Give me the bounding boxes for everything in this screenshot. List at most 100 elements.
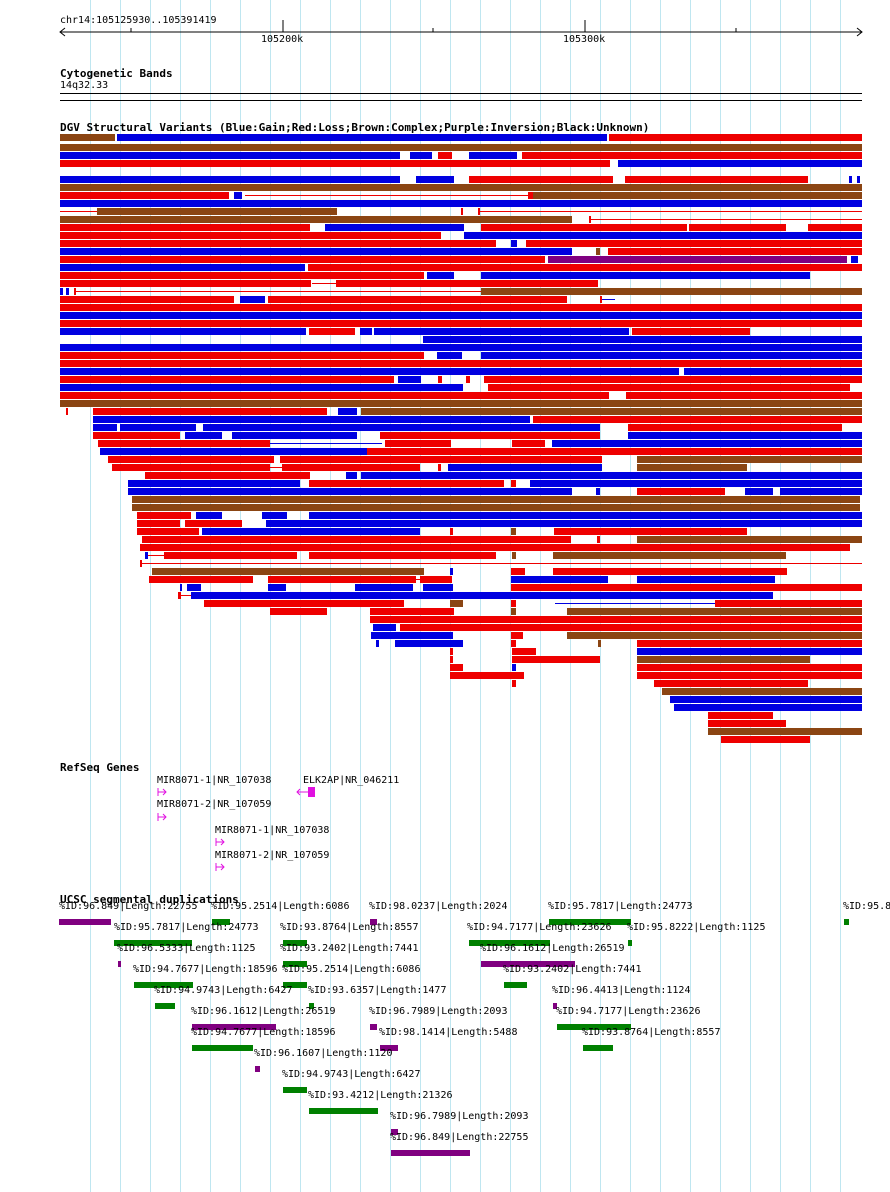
structural-variant-bar[interactable] [628,432,862,439]
structural-variant-bar[interactable] [262,512,287,519]
segdup-label[interactable]: %ID:96.1612|Length:26519 [191,1006,336,1017]
gene-label[interactable]: MIR8071-2|NR_107059 [157,799,272,810]
structural-variant-bar[interactable] [481,272,810,279]
structural-variant-bar[interactable] [511,528,516,535]
structural-variant-bar[interactable] [512,680,516,687]
structural-variant-bar[interactable] [196,512,222,519]
structural-variant-bar[interactable] [112,464,270,471]
structural-variant-bar[interactable] [376,640,379,647]
structural-variant-bar[interactable] [66,288,69,295]
segdup-feature-bar[interactable] [192,1045,253,1051]
structural-variant-bar[interactable] [140,544,850,551]
structural-variant-bar[interactable] [420,576,452,583]
structural-variant-bar[interactable] [360,328,372,335]
segdup-label[interactable]: %ID:95.2514|Length:6086 [282,964,421,975]
structural-variant-bar[interactable] [370,616,862,623]
segdup-label[interactable]: %ID:96.849|Length:22755 [390,1132,529,1143]
structural-variant-bar[interactable] [423,336,862,343]
structural-variant-bar[interactable] [567,632,862,639]
structural-variant-bar[interactable] [367,448,862,455]
structural-variant-bar[interactable] [662,688,862,695]
structural-variant-bar[interactable] [309,552,496,559]
structural-variant-bar[interactable] [120,424,196,431]
structural-variant-bar[interactable] [597,536,600,543]
segdup-label[interactable]: %ID:93.6357|Length:1477 [308,985,447,996]
variant-connector-line[interactable] [178,595,191,596]
variant-connector-line[interactable] [591,219,862,220]
structural-variant-bar[interactable] [152,568,424,575]
structural-variant-bar[interactable] [180,584,182,591]
structural-variant-bar[interactable] [526,240,862,247]
structural-variant-bar[interactable] [60,264,305,271]
structural-variant-bar[interactable] [60,296,234,303]
structural-variant-bar[interactable] [282,464,420,471]
segdup-label[interactable]: %ID:93.2402|Length:7441 [503,964,642,975]
variant-connector-line[interactable] [602,299,615,300]
structural-variant-bar[interactable] [140,560,142,567]
structural-variant-bar[interactable] [684,368,862,375]
structural-variant-bar[interactable] [202,528,420,535]
structural-variant-bar[interactable] [132,504,860,511]
structural-variant-bar[interactable] [416,176,454,183]
structural-variant-bar[interactable] [203,424,600,431]
structural-variant-bar[interactable] [60,144,862,151]
segdup-feature-bar[interactable] [844,919,849,925]
segdup-feature-bar[interactable] [192,1024,276,1030]
structural-variant-bar[interactable] [149,576,253,583]
structural-variant-bar[interactable] [689,224,786,231]
segdup-label[interactable]: %ID:95.7817|Length:24773 [114,922,259,933]
structural-variant-bar[interactable] [780,488,862,495]
segdup-feature-bar[interactable] [583,1045,613,1051]
structural-variant-bar[interactable] [708,712,773,719]
segdup-feature-bar[interactable] [283,940,307,946]
structural-variant-bar[interactable] [164,552,297,559]
structural-variant-bar[interactable] [60,216,572,223]
segdup-label[interactable]: %ID:95.7817|Length:24773 [548,901,693,912]
segdup-feature-bar[interactable] [370,919,377,925]
structural-variant-bar[interactable] [204,600,404,607]
structural-variant-bar[interactable] [60,400,862,407]
structural-variant-bar[interactable] [374,328,629,335]
variant-connector-line[interactable] [76,291,481,292]
variant-connector-line[interactable] [480,211,862,212]
segdup-feature-bar[interactable] [309,1108,378,1114]
segdup-feature-bar[interactable] [283,982,307,988]
segdup-feature-bar[interactable] [391,1129,398,1135]
structural-variant-bar[interactable] [511,608,516,615]
segdup-feature-bar[interactable] [391,1150,470,1156]
structural-variant-bar[interactable] [618,160,862,167]
structural-variant-bar[interactable] [60,160,610,167]
structural-variant-bar[interactable] [309,328,355,335]
structural-variant-bar[interactable] [637,488,725,495]
segdup-feature-bar[interactable] [155,1003,175,1009]
segdup-label[interactable]: %ID:96.5333|Length:1125 [117,943,256,954]
segdup-feature-bar[interactable] [283,1087,307,1093]
structural-variant-bar[interactable] [60,152,400,159]
structural-variant-bar[interactable] [93,416,530,423]
structural-variant-bar[interactable] [450,528,453,535]
structural-variant-bar[interactable] [185,520,242,527]
structural-variant-bar[interactable] [721,736,810,743]
structural-variant-bar[interactable] [511,576,608,583]
structural-variant-bar[interactable] [437,352,462,359]
structural-variant-bar[interactable] [511,640,516,647]
structural-variant-bar[interactable] [145,472,310,479]
structural-variant-bar[interactable] [450,568,453,575]
segdup-label[interactable]: %ID:94.9743|Length:6427 [282,1069,421,1080]
segdup-feature-bar[interactable] [549,919,631,925]
segdup-feature-bar[interactable] [557,1024,631,1030]
variant-connector-line[interactable] [270,443,382,444]
structural-variant-bar[interactable] [450,664,463,671]
segdup-feature-bar[interactable] [504,982,527,988]
structural-variant-bar[interactable] [596,488,600,495]
structural-variant-bar[interactable] [270,608,327,615]
structural-variant-bar[interactable] [481,352,862,359]
segdup-label[interactable]: %ID:96.849|Length:22755 [59,901,198,912]
structural-variant-bar[interactable] [637,664,862,671]
structural-variant-bar[interactable] [464,232,862,239]
cytoband-line[interactable] [60,93,862,94]
structural-variant-bar[interactable] [410,152,432,159]
structural-variant-bar[interactable] [512,664,516,671]
structural-variant-bar[interactable] [628,424,842,431]
structural-variant-bar[interactable] [511,240,517,247]
